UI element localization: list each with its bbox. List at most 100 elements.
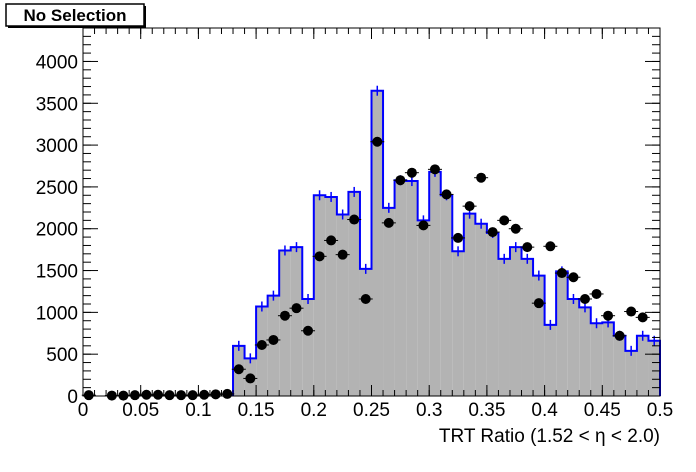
data-point bbox=[337, 249, 348, 260]
histogram-bar bbox=[498, 258, 510, 396]
histogram-bar bbox=[313, 195, 326, 396]
data-point bbox=[349, 214, 360, 225]
y-tick-label: 0 bbox=[67, 387, 78, 408]
data-point bbox=[268, 334, 279, 345]
data-point bbox=[591, 288, 602, 299]
data-point bbox=[314, 251, 325, 262]
histogram-bar bbox=[521, 258, 534, 396]
data-point bbox=[556, 268, 567, 279]
data-point bbox=[141, 389, 152, 400]
data-point bbox=[279, 310, 290, 321]
data-point bbox=[395, 175, 406, 186]
histogram-bar bbox=[509, 247, 522, 396]
histogram-bar bbox=[279, 250, 291, 396]
histogram-bar bbox=[613, 335, 626, 396]
x-tick-label: 0.3 bbox=[416, 400, 442, 421]
data-point bbox=[510, 223, 521, 234]
x-tick-label: 0.35 bbox=[468, 400, 505, 421]
x-tick-label: 0.45 bbox=[584, 400, 621, 421]
histogram-bar bbox=[359, 268, 372, 396]
histogram-bar bbox=[325, 196, 337, 396]
data-point bbox=[406, 167, 417, 178]
histogram-bar bbox=[625, 350, 637, 396]
y-tick-label: 3000 bbox=[36, 136, 78, 157]
data-point bbox=[637, 312, 648, 323]
x-tick-label: 0.25 bbox=[353, 400, 390, 421]
x-tick-label: 0.2 bbox=[301, 400, 327, 421]
histogram-bar bbox=[567, 298, 580, 396]
data-point bbox=[326, 235, 337, 246]
histogram-bar bbox=[486, 232, 499, 396]
y-tick-label: 2000 bbox=[36, 220, 78, 241]
x-tick-label: 0.15 bbox=[238, 400, 275, 421]
data-point bbox=[176, 390, 187, 401]
data-point bbox=[291, 303, 302, 314]
data-points bbox=[81, 136, 650, 401]
histogram-bar bbox=[348, 191, 360, 396]
x-tick-label: 0.1 bbox=[185, 400, 211, 421]
data-point bbox=[187, 390, 198, 401]
data-point bbox=[360, 293, 371, 304]
histogram-bar bbox=[475, 223, 487, 396]
histogram-bar bbox=[636, 335, 649, 396]
data-point bbox=[453, 232, 464, 243]
data-point bbox=[153, 389, 164, 400]
data-point bbox=[164, 390, 175, 401]
data-point bbox=[533, 298, 544, 309]
histogram-bar bbox=[417, 220, 430, 396]
histogram-bar bbox=[406, 181, 418, 396]
data-point bbox=[464, 201, 475, 212]
y-tick-label: 500 bbox=[46, 345, 78, 366]
data-point bbox=[256, 339, 267, 350]
y-axis-ticks: 0 500 1000 1500 2000 2500 3000 3500 4000 bbox=[36, 27, 660, 408]
histogram-bar bbox=[544, 324, 557, 396]
y-tick-label: 4000 bbox=[36, 52, 78, 73]
data-point bbox=[210, 389, 221, 400]
data-point bbox=[568, 272, 579, 283]
data-point bbox=[429, 164, 440, 175]
data-point bbox=[233, 364, 244, 375]
x-tick-label: 0.5 bbox=[647, 400, 673, 421]
histogram-bar bbox=[267, 295, 280, 396]
data-point bbox=[626, 306, 637, 317]
histogram-bar bbox=[429, 171, 441, 396]
y-tick-label: 3500 bbox=[36, 94, 78, 115]
x-tick-label: 0 bbox=[78, 400, 89, 421]
histogram-bar bbox=[336, 214, 349, 396]
y-tick-label: 1000 bbox=[36, 303, 78, 324]
stats-box-label: No Selection bbox=[24, 6, 127, 25]
stats-box[interactable]: No Selection bbox=[5, 3, 146, 28]
data-point bbox=[614, 330, 625, 341]
data-point bbox=[603, 310, 614, 321]
histogram-bar bbox=[383, 207, 395, 396]
data-point bbox=[303, 325, 314, 336]
data-point bbox=[487, 227, 498, 238]
data-point bbox=[545, 241, 556, 252]
histogram-bar bbox=[394, 180, 407, 396]
data-point bbox=[579, 293, 590, 304]
histogram-bar bbox=[440, 195, 453, 396]
histogram-bar bbox=[579, 307, 591, 396]
data-point bbox=[222, 388, 233, 399]
data-point bbox=[245, 373, 256, 384]
histogram-bar bbox=[648, 340, 660, 396]
mc-histogram-fill bbox=[233, 90, 660, 397]
y-tick-label: 2500 bbox=[36, 178, 78, 199]
data-point bbox=[129, 390, 140, 401]
data-point bbox=[199, 389, 210, 400]
data-point bbox=[441, 189, 452, 200]
histogram-bar bbox=[602, 322, 614, 396]
data-point bbox=[522, 242, 533, 253]
x-axis-title: TRT Ratio (1.52 < η < 2.0) bbox=[439, 426, 660, 447]
data-point bbox=[383, 217, 394, 228]
histogram-bar bbox=[452, 251, 464, 396]
histogram-bar bbox=[556, 271, 568, 396]
y-tick-label: 1500 bbox=[36, 262, 78, 283]
histogram-bar bbox=[371, 90, 384, 397]
histogram-bar bbox=[590, 323, 603, 396]
data-point bbox=[476, 172, 487, 183]
histogram-bar bbox=[256, 306, 268, 396]
histogram-bar bbox=[290, 247, 303, 396]
histogram-bar bbox=[463, 213, 476, 396]
